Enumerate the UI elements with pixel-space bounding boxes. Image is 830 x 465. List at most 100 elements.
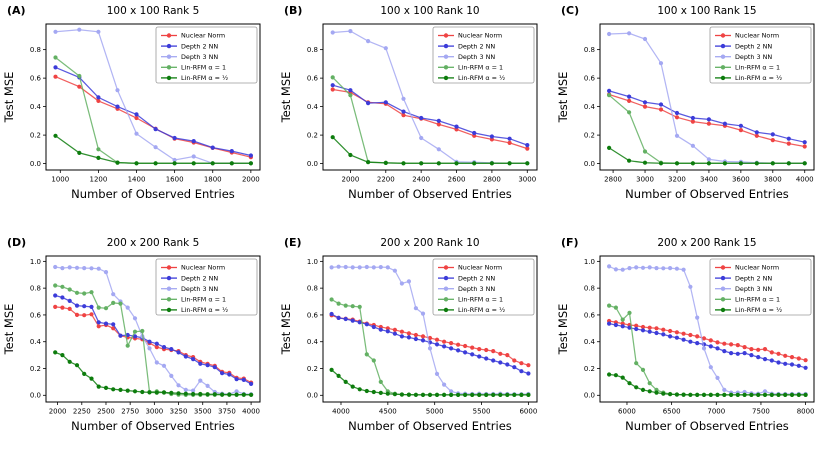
data-point xyxy=(336,315,341,320)
data-point xyxy=(454,161,459,166)
data-point xyxy=(634,323,639,328)
data-point xyxy=(519,369,524,374)
data-point xyxy=(371,265,376,270)
data-point xyxy=(343,379,348,384)
data-point xyxy=(364,264,369,270)
data-point xyxy=(419,135,424,141)
data-point xyxy=(708,392,713,397)
data-point xyxy=(329,367,334,372)
data-point xyxy=(470,352,475,357)
data-point xyxy=(803,358,808,363)
data-point xyxy=(661,327,666,332)
data-point xyxy=(735,343,740,348)
data-point xyxy=(607,321,612,326)
data-point xyxy=(647,381,652,386)
y-tick-label: 0.4 xyxy=(307,103,319,111)
data-point xyxy=(371,358,376,363)
data-point xyxy=(681,392,686,397)
data-point xyxy=(729,351,734,356)
data-point xyxy=(96,324,101,329)
data-point xyxy=(378,379,383,384)
data-point xyxy=(96,98,101,103)
y-axis-label: Test MSE xyxy=(556,304,570,356)
data-point xyxy=(413,392,418,397)
legend-item-label: Lin-RFM α = 1 xyxy=(181,64,226,72)
x-axis-label: Number of Observed Entries xyxy=(625,187,789,201)
data-point xyxy=(449,346,454,351)
data-point xyxy=(701,336,707,341)
chart-cell-e: (E) 200 x 200 Rank 10 4000 4500 5000 5500 6000… xyxy=(277,232,554,465)
data-point xyxy=(489,137,494,142)
data-point xyxy=(803,392,808,397)
data-point xyxy=(427,346,433,351)
data-point xyxy=(695,392,700,397)
y-tick-label: 0.8 xyxy=(307,285,318,293)
data-point xyxy=(442,344,447,349)
data-point xyxy=(111,387,116,392)
y-tick-label: 0.8 xyxy=(584,285,595,293)
data-point xyxy=(770,132,775,137)
y-tick-label: 0.4 xyxy=(307,338,319,346)
data-point xyxy=(378,265,383,270)
data-point xyxy=(153,127,158,132)
data-point xyxy=(413,306,418,311)
legend-item-label: Depth 2 NN xyxy=(458,274,495,282)
data-point xyxy=(330,30,335,35)
x-tick-label: 2250 xyxy=(73,408,91,416)
data-point xyxy=(350,318,355,323)
x-axis-label: Number of Observed Entries xyxy=(625,419,789,433)
y-tick-label: 0.8 xyxy=(30,46,41,54)
data-point xyxy=(198,378,203,383)
data-point xyxy=(406,392,411,397)
data-point xyxy=(248,153,253,158)
y-tick-label: 0.6 xyxy=(30,75,42,83)
data-point xyxy=(735,351,740,356)
series-line xyxy=(54,351,252,396)
x-axis-label: Number of Observed Entries xyxy=(348,187,512,201)
data-point xyxy=(60,305,65,310)
data-point xyxy=(512,365,517,370)
data-point xyxy=(77,73,82,79)
data-point xyxy=(681,331,686,336)
data-point xyxy=(776,392,781,397)
data-point xyxy=(783,353,788,358)
data-point xyxy=(176,383,181,388)
data-point xyxy=(154,360,159,365)
data-point xyxy=(191,388,196,393)
data-point xyxy=(364,388,369,394)
data-point xyxy=(607,303,612,308)
data-point xyxy=(385,329,390,334)
data-point xyxy=(519,392,524,397)
x-tick-label: 3200 xyxy=(668,176,686,184)
data-point xyxy=(762,347,768,352)
data-point xyxy=(134,112,139,117)
data-point xyxy=(627,110,632,115)
data-point xyxy=(96,384,101,389)
data-point xyxy=(378,327,383,332)
x-tick-label: 3000 xyxy=(145,408,163,416)
legend-item-label: Depth 3 NN xyxy=(181,285,218,293)
data-point xyxy=(169,347,174,352)
y-tick-label: 0.2 xyxy=(584,132,595,140)
data-point xyxy=(642,36,648,42)
data-point xyxy=(67,265,72,270)
x-tick-label: 4500 xyxy=(379,408,397,416)
x-tick-label: 4000 xyxy=(242,408,260,416)
legend-item-label: Lin-RFM α = 1 xyxy=(458,296,503,304)
data-point xyxy=(640,387,646,392)
data-point xyxy=(111,322,116,327)
data-point xyxy=(668,328,673,334)
data-point xyxy=(647,325,652,330)
chart-b: 100 x 100 Rank 10 2000 2200 2400 2600 2800 300… xyxy=(279,5,538,201)
data-point xyxy=(756,355,761,360)
y-axis-label: Test MSE xyxy=(556,72,570,124)
data-point xyxy=(470,345,475,350)
data-point xyxy=(505,362,510,367)
data-point xyxy=(348,93,353,98)
data-point xyxy=(234,392,239,397)
panel-title: 200 x 200 Rank 15 xyxy=(657,237,756,249)
data-point xyxy=(140,389,145,395)
data-point xyxy=(796,356,801,361)
data-point xyxy=(640,367,646,372)
data-point xyxy=(489,134,494,139)
